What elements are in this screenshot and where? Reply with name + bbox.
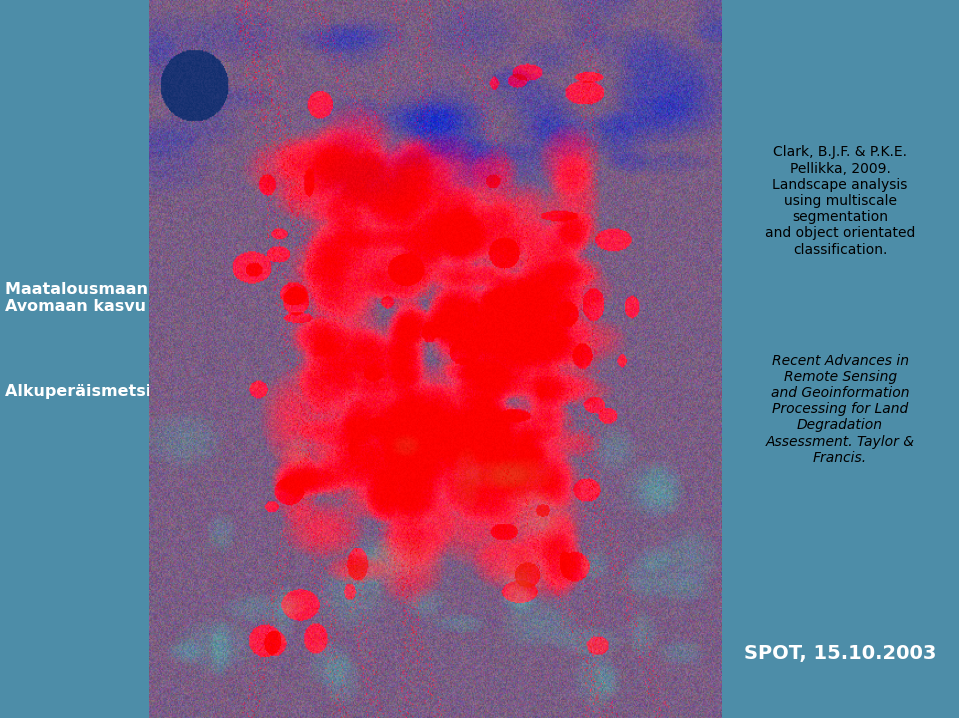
Text: Mwatate: Mwatate	[412, 629, 463, 642]
Text: Pensaikkojen ja tiheikköjen häviäminen 20%
→ Uudet pellot tasangolla: Pensaikkojen ja tiheikköjen häviäminen 2…	[281, 48, 664, 81]
Text: Recent Advances in
Remote Sensing
and Geoinformation
Processing for Land
Degrada: Recent Advances in Remote Sensing and Ge…	[765, 354, 915, 465]
Text: Rakennetus alueen kasvu 17% (2% väestön kasvu): Rakennetus alueen kasvu 17% (2% väestön …	[254, 477, 690, 492]
Text: Ngangao
1952 m: Ngangao 1952 m	[377, 299, 430, 326]
Text: Vuria
2208 m: Vuria 2208 m	[301, 388, 346, 416]
Text: Chawia: Chawia	[382, 557, 425, 570]
Text: Clark, B.J.F. & P.K.E.
Pellikka, 2009.
Landscape analysis
using multiscale
segme: Clark, B.J.F. & P.K.E. Pellikka, 2009. L…	[765, 146, 915, 256]
Text: ○Wundanyi: ○Wundanyi	[489, 385, 558, 398]
Text: Yale
2104 m: Yale 2104 m	[392, 374, 437, 401]
Text: Alkuperäismetsien väheneminen 10%: Alkuperäismetsien väheneminen 10%	[5, 384, 345, 398]
Text: Maatalousmaan kasvu 40%
Avomaan kasvu 144%: Maatalousmaan kasvu 40% Avomaan kasvu 14…	[5, 281, 250, 314]
Text: Vesipinta-alan lasku 76% →
Muutos vedenkäytössä ja kasvillisuudessa: Vesipinta-alan lasku 76% → Muutos vedenk…	[241, 662, 604, 695]
Text: TAITA HILLS: TAITA HILLS	[238, 32, 339, 47]
Text: Ronge: Ronge	[585, 263, 622, 276]
Text: Kinyesha Mvua: Kinyesha Mvua	[480, 306, 569, 319]
Text: 4 km: 4 km	[591, 696, 617, 706]
Text: SPOT, 15.10.2003: SPOT, 15.10.2003	[744, 644, 936, 663]
Text: 0: 0	[557, 696, 564, 706]
Text: Irizi: Irizi	[359, 220, 380, 233]
Text: Mbololo
1779 m: Mbololo 1779 m	[607, 184, 652, 211]
Text: N: N	[645, 538, 656, 551]
